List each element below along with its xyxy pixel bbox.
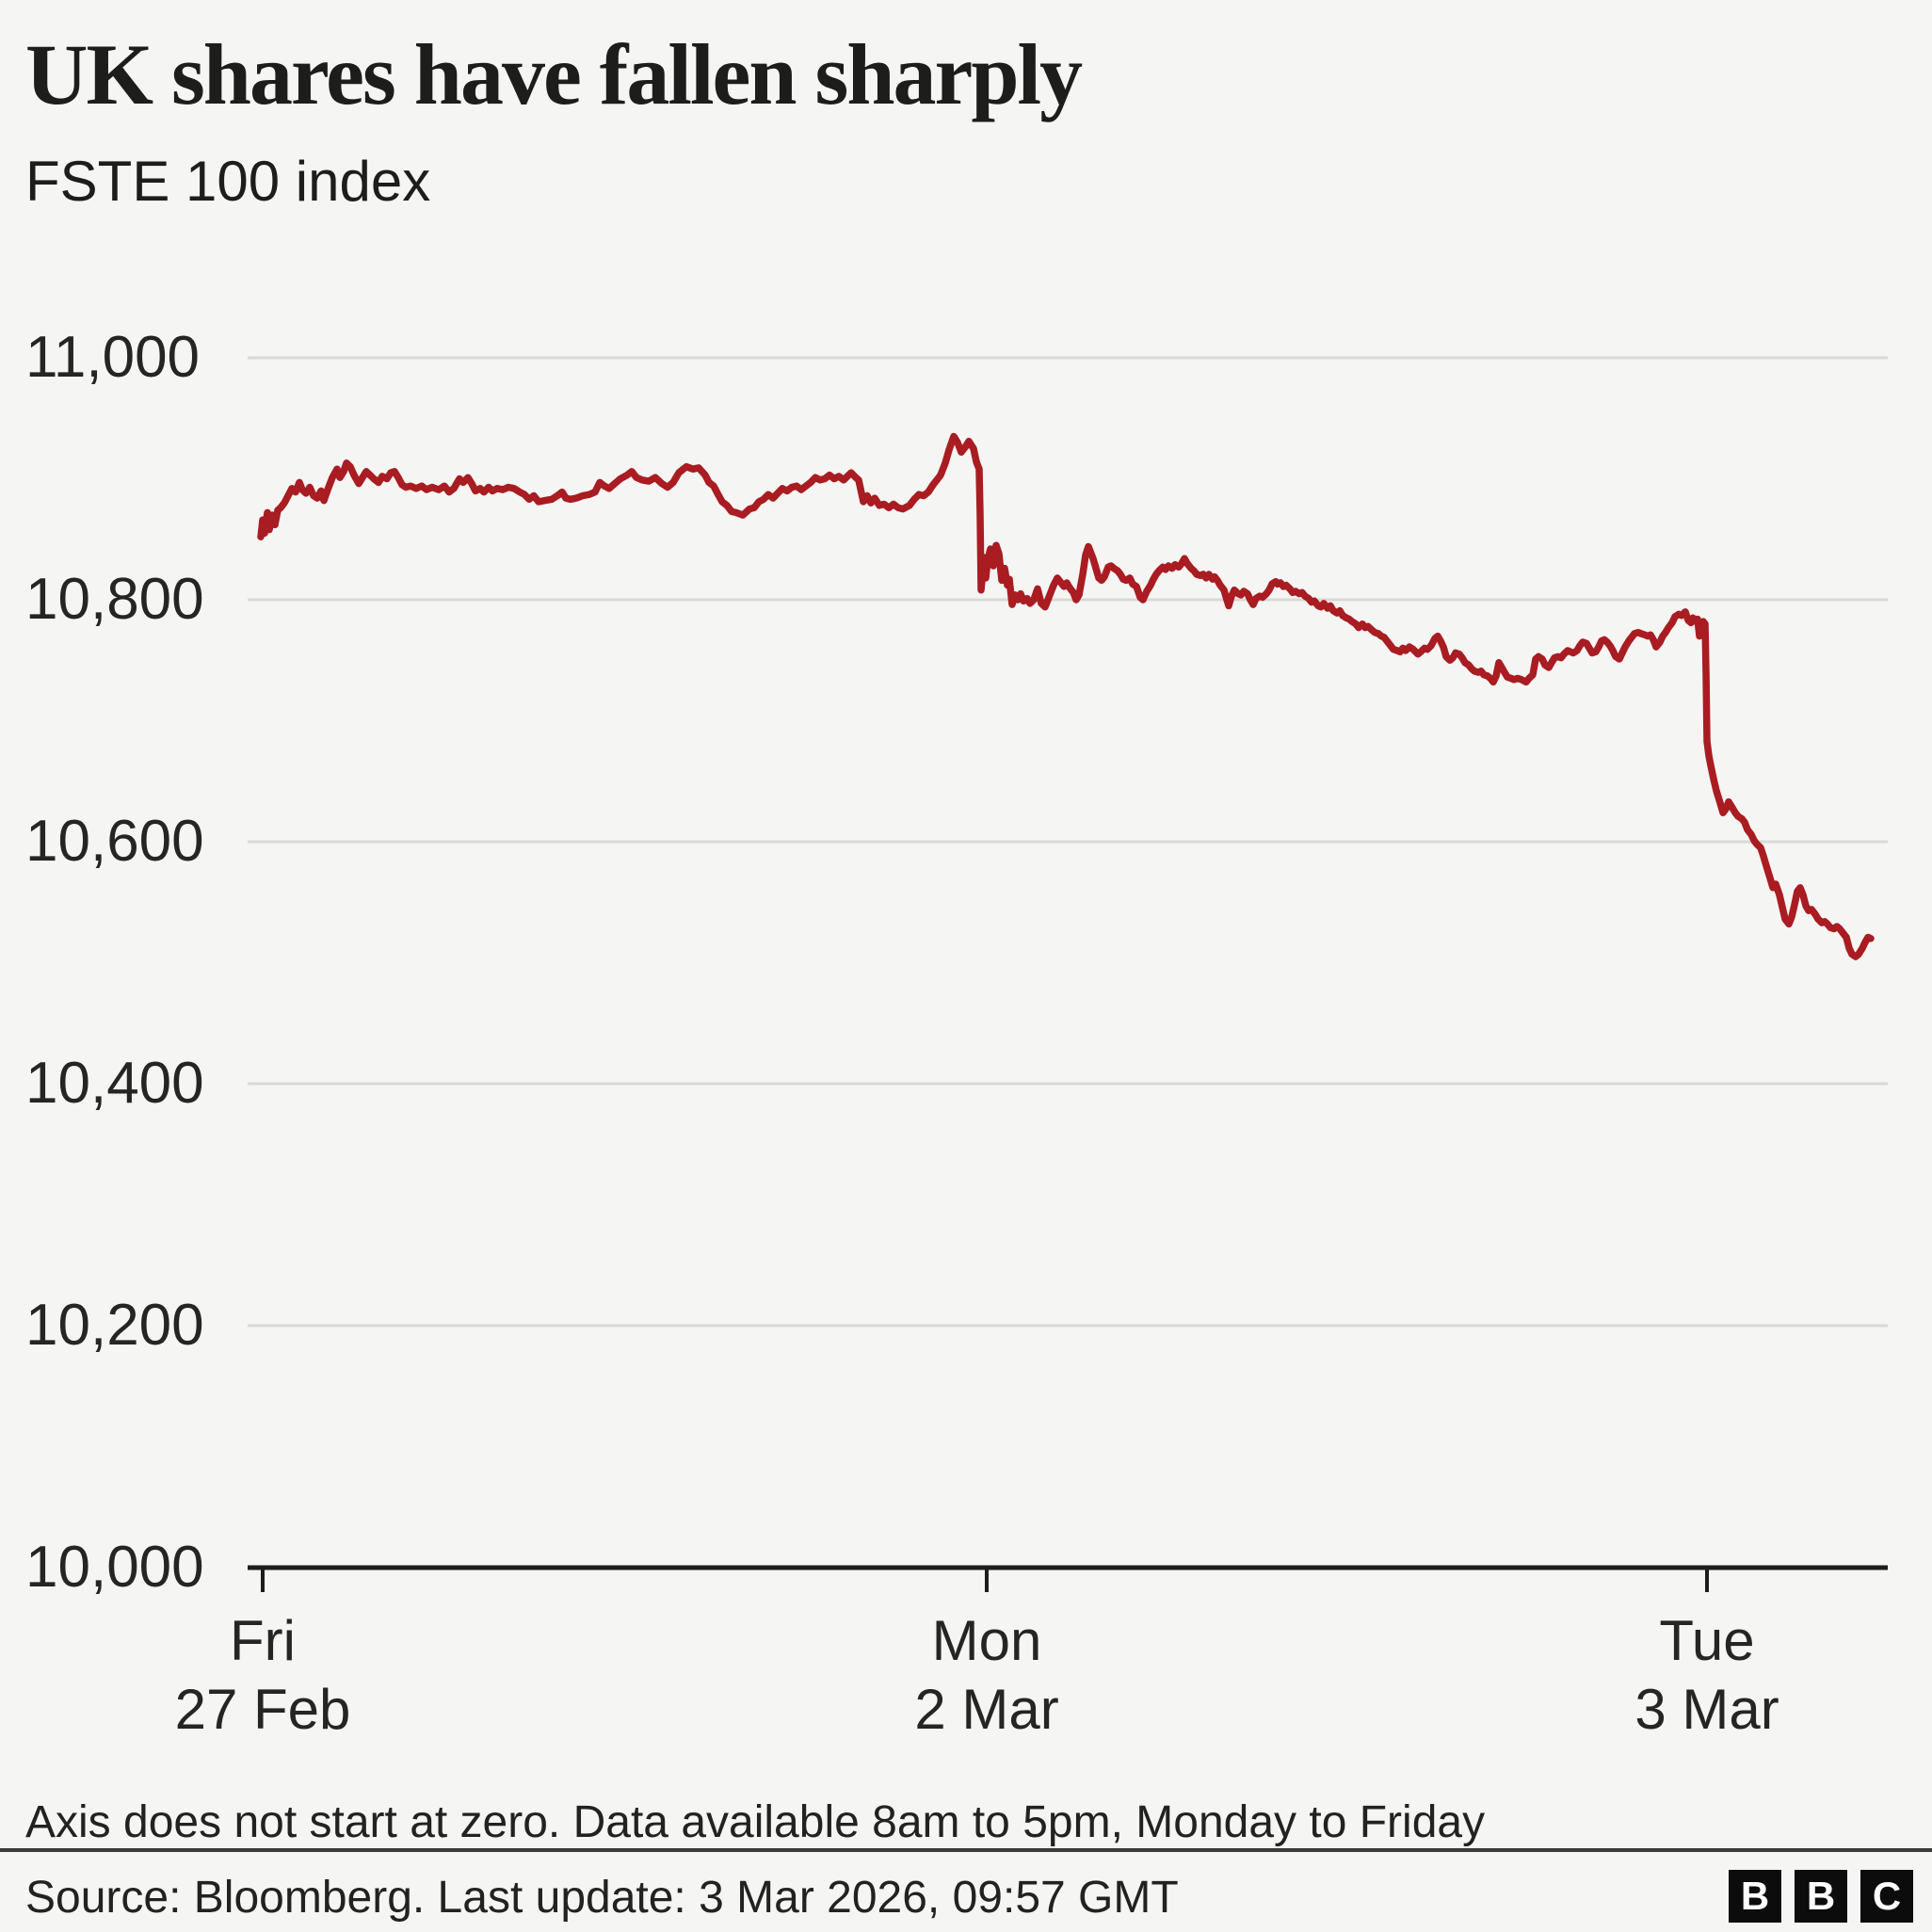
y-axis-label: 11,000 xyxy=(25,325,201,390)
x-axis-day: Fri xyxy=(230,1609,296,1672)
bbc-logo: B B C xyxy=(1729,1870,1913,1923)
axis-footnote: Axis does not start at zero. Data availa… xyxy=(25,1797,1486,1847)
y-axis-label: 10,800 xyxy=(25,567,204,632)
y-axis-label: 10,400 xyxy=(25,1051,204,1116)
x-axis-date: 3 Mar xyxy=(1634,1678,1779,1741)
footer-divider xyxy=(0,1848,1932,1852)
chart-subtitle: FSTE 100 index xyxy=(25,150,431,213)
y-axis-label: 10,600 xyxy=(25,809,204,874)
x-axis-date: 27 Feb xyxy=(174,1678,351,1741)
bbc-logo-letter: B xyxy=(1795,1870,1847,1923)
x-axis-label-fri: Fri 27 Feb xyxy=(103,1606,423,1744)
chart-title: UK shares have fallen sharply xyxy=(25,26,1083,122)
bbc-logo-letter: C xyxy=(1860,1870,1913,1923)
y-axis-label: 10,000 xyxy=(25,1535,204,1600)
x-axis-label-tue: Tue 3 Mar xyxy=(1547,1606,1867,1744)
y-axis-label: 10,200 xyxy=(25,1293,204,1358)
price-line xyxy=(257,432,1875,960)
source-credit: Source: Bloomberg. Last update: 3 Mar 20… xyxy=(25,1873,1179,1923)
x-axis-label-mon: Mon 2 Mar xyxy=(827,1606,1147,1744)
x-axis-day: Mon xyxy=(931,1609,1042,1672)
bbc-logo-letter: B xyxy=(1729,1870,1781,1923)
x-axis-date: 2 Mar xyxy=(914,1678,1059,1741)
x-axis-day: Tue xyxy=(1659,1609,1755,1672)
